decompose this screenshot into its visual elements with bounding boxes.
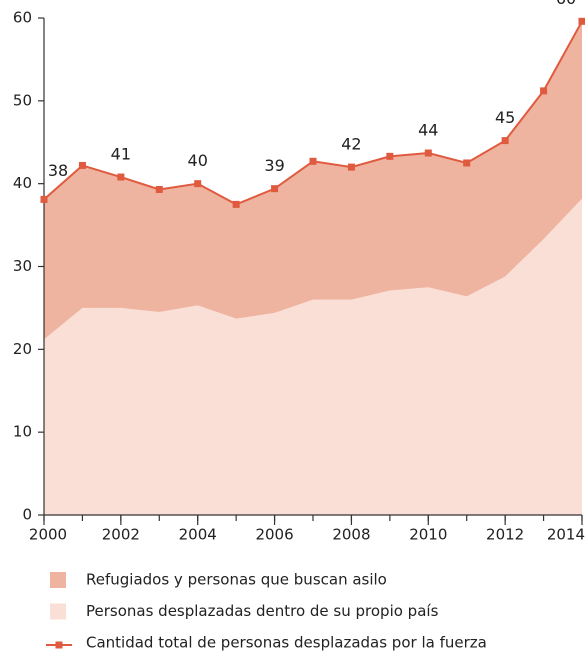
marker bbox=[347, 163, 355, 171]
x-tick-label: 2000 bbox=[29, 526, 67, 544]
y-tick-label: 30 bbox=[13, 257, 32, 275]
marker bbox=[386, 152, 394, 160]
marker bbox=[540, 87, 548, 95]
y-tick-label: 20 bbox=[13, 340, 32, 358]
area bbox=[44, 198, 582, 515]
y-tick-label: 60 bbox=[13, 9, 32, 27]
legend-label: Personas desplazadas dentro de su propio… bbox=[86, 602, 439, 620]
marker bbox=[309, 157, 317, 165]
marker bbox=[501, 137, 509, 145]
marker bbox=[155, 185, 163, 193]
marker bbox=[424, 149, 432, 157]
marker bbox=[117, 173, 125, 181]
marker bbox=[40, 195, 48, 203]
y-tick-label: 50 bbox=[13, 91, 32, 109]
data-label: 60 bbox=[556, 0, 576, 8]
marker bbox=[463, 159, 471, 167]
x-tick-label: 2012 bbox=[486, 526, 524, 544]
legend-label: Refugiados y personas que buscan asilo bbox=[86, 571, 387, 589]
x-tick-label: 2008 bbox=[332, 526, 370, 544]
data-label: 41 bbox=[111, 145, 131, 164]
x-tick-label: 2014 bbox=[547, 526, 585, 544]
marker bbox=[232, 200, 240, 208]
legend-label: Cantidad total de personas desplazadas p… bbox=[86, 634, 487, 652]
data-label: 45 bbox=[495, 108, 515, 127]
y-tick-label: 40 bbox=[13, 174, 32, 192]
data-label: 38 bbox=[48, 161, 68, 180]
x-tick-label: 2006 bbox=[255, 526, 293, 544]
marker bbox=[271, 185, 279, 193]
data-label: 42 bbox=[341, 135, 361, 154]
legend-swatch bbox=[50, 603, 66, 620]
area bbox=[44, 21, 582, 340]
x-tick-label: 2004 bbox=[179, 526, 217, 544]
marker bbox=[578, 17, 585, 25]
data-label: 39 bbox=[264, 156, 284, 175]
y-tick-label: 0 bbox=[22, 506, 32, 524]
marker bbox=[194, 180, 202, 188]
data-label: 40 bbox=[188, 151, 208, 170]
data-label: 44 bbox=[418, 121, 438, 140]
legend-marker bbox=[55, 641, 63, 649]
legend-swatch bbox=[50, 572, 66, 588]
x-tick-label: 2002 bbox=[102, 526, 140, 544]
y-tick-label: 10 bbox=[13, 423, 32, 441]
x-tick-label: 2010 bbox=[409, 526, 447, 544]
marker bbox=[78, 161, 86, 169]
